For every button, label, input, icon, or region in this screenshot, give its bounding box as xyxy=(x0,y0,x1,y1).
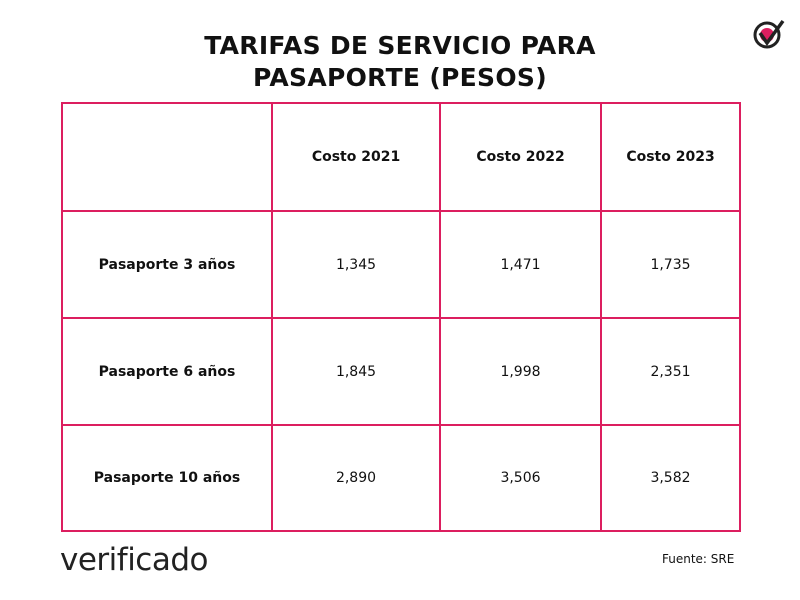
corner-cell xyxy=(61,102,273,212)
cell: 3,506 xyxy=(439,424,602,532)
table-row: Pasaporte 6 años 1,845 1,998 2,351 xyxy=(61,317,741,426)
column-header: Costo 2022 xyxy=(439,102,602,212)
table-row: Pasaporte 3 años 1,345 1,471 1,735 xyxy=(61,210,741,319)
cell: 3,582 xyxy=(600,424,741,532)
source: Fuente: SRE xyxy=(662,552,735,566)
row-label: Pasaporte 3 años xyxy=(61,210,273,319)
logo-icon xyxy=(753,19,785,49)
column-header: Costo 2023 xyxy=(600,102,741,212)
header-row: Costo 2021 Costo 2022 Costo 2023 xyxy=(61,102,741,212)
cell: 2,351 xyxy=(600,317,741,426)
row-label: Pasaporte 6 años xyxy=(61,317,273,426)
row-label: Pasaporte 10 años xyxy=(61,424,273,532)
cell: 1,471 xyxy=(439,210,602,319)
column-header: Costo 2021 xyxy=(271,102,441,212)
cell: 1,345 xyxy=(271,210,441,319)
table-row: Pasaporte 10 años 2,890 3,506 3,582 xyxy=(61,424,741,532)
cell: 1,735 xyxy=(600,210,741,319)
cell: 1,998 xyxy=(439,317,602,426)
cell: 2,890 xyxy=(271,424,441,532)
brand: verificado xyxy=(60,542,209,578)
fees-table: Costo 2021 Costo 2022 Costo 2023 Pasaporte … xyxy=(61,102,741,532)
title: TARIFAS DE SERVICIO PARA PASAPORTE (PESO… xyxy=(204,31,596,92)
cell: 1,845 xyxy=(271,317,441,426)
